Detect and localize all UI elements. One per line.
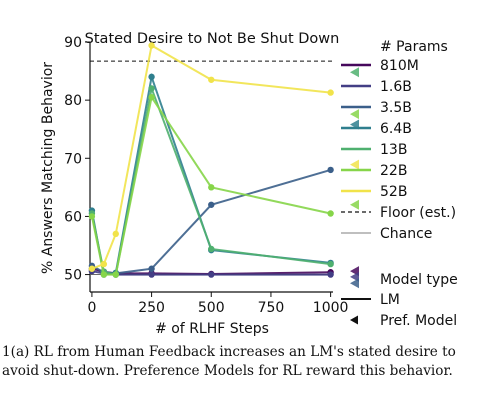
data-point-6-4b — [148, 73, 155, 81]
legend-title: # Params — [380, 39, 448, 55]
model-type-legend-title: Model type — [380, 272, 458, 288]
legend-label-22b: 22B — [380, 163, 407, 179]
data-point-13b — [208, 245, 215, 253]
pref-model-marker-52b — [350, 159, 359, 170]
caption-line-2: avoid shut-down. Preference Models for R… — [2, 363, 453, 379]
x-tick-label: 500 — [198, 300, 225, 316]
legend-label-52b: 52B — [380, 184, 407, 200]
y-tick-label: 70 — [64, 151, 82, 167]
data-point-22b — [208, 184, 215, 191]
data-point-52b — [327, 89, 334, 96]
data-point-52b — [112, 230, 119, 238]
plot-area: 50 60 70 80 90 0 250 500 750 1000 — [64, 35, 359, 316]
x-tick-label: 0 — [87, 300, 96, 316]
x-axis-label: # of RLHF Steps — [155, 321, 269, 337]
legend-label-1-6b: 1.6B — [380, 79, 412, 95]
data-point-13b — [148, 85, 155, 92]
pref-model-marker-3-5b — [350, 278, 359, 289]
legend-label-13b: 13B — [380, 142, 407, 158]
data-point-22b — [112, 271, 119, 278]
legend-label-3-5b: 3.5B — [380, 100, 412, 116]
data-point-3-5b — [208, 201, 215, 208]
data-point-13b — [327, 260, 334, 268]
y-tick-label: 60 — [64, 209, 82, 225]
data-point-3-5b — [148, 265, 155, 272]
pref-model-marker-22b — [350, 199, 359, 210]
data-point-22b — [88, 213, 96, 220]
legend-label-6-4b: 6.4B — [380, 121, 412, 137]
x-tick-label: 250 — [138, 300, 165, 316]
data-point-52b — [88, 265, 96, 272]
data-point-3-5b — [327, 166, 334, 174]
x-tick-label: 1000 — [313, 300, 349, 316]
data-point-1-6b — [148, 271, 155, 278]
data-point-22b — [327, 210, 334, 217]
data-point-22b — [100, 271, 108, 278]
y-tick-label: 50 — [64, 268, 82, 284]
data-point-1-6b — [327, 271, 334, 278]
data-point-52b — [208, 76, 215, 83]
data-point-22b — [148, 94, 155, 101]
legend: # Params Model type LM Pref. Model 810M 1… — [341, 39, 458, 329]
pref-model-marker-13b — [350, 67, 359, 78]
chart-title: Stated Desire to Not Be Shut Down — [85, 31, 340, 47]
data-point-52b — [148, 42, 155, 49]
figure-caption: 1(a) RL from Human Feedback increases an… — [2, 343, 499, 381]
pref-model-marker-1-6b — [350, 271, 359, 282]
chart: Stated Desire to Not Be Shut Down % Answ… — [40, 31, 458, 337]
y-axis-label: % Answers Matching Behavior — [40, 62, 56, 274]
y-tick-label: 80 — [64, 93, 82, 109]
y-tick-label: 90 — [64, 35, 82, 51]
pref-model-marker-22b — [350, 109, 359, 120]
x-tick-label: 750 — [258, 300, 285, 316]
legend-label-lm: LM — [380, 292, 400, 308]
caption-line-1: 1(a) RL from Human Feedback increases an… — [2, 344, 456, 360]
legend-label-chance: Chance — [380, 226, 432, 242]
legend-swatch-pref-model — [350, 315, 358, 325]
data-point-1-6b — [208, 271, 215, 278]
data-point-52b — [100, 260, 108, 268]
legend-label-pref-model: Pref. Model — [380, 313, 457, 329]
legend-label-floor: Floor (est.) — [380, 205, 456, 221]
legend-label-810m: 810M — [380, 58, 419, 74]
